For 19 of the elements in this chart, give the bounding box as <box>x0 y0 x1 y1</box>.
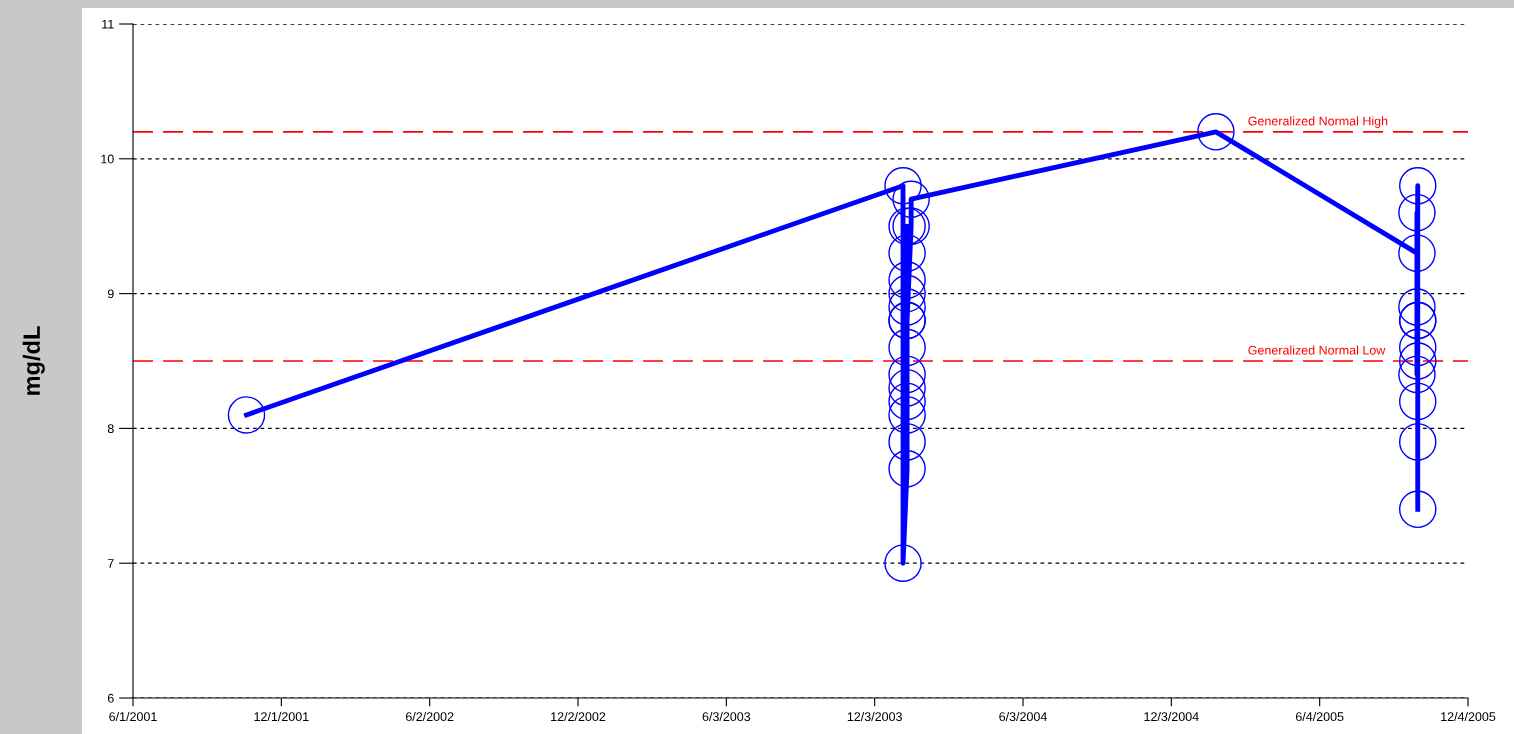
x-tick-label: 6/4/2005 <box>1295 711 1344 722</box>
y-axis-title: mg/dL <box>22 326 45 395</box>
y-tick-label: 7 <box>107 559 114 568</box>
x-tick-label: 6/1/2001 <box>109 711 157 722</box>
x-tick-label: 6/3/2004 <box>999 711 1047 722</box>
x-tick-label: 6/2/2002 <box>405 711 454 722</box>
x-tick-label: 12/1/2001 <box>254 711 309 722</box>
y-tick-label: 9 <box>107 289 114 299</box>
y-tick-label: 10 <box>101 154 114 164</box>
ref-line-label: Generalized Normal High <box>1248 116 1388 128</box>
x-tick-label: 12/3/2004 <box>1144 711 1199 722</box>
y-tick-label: 8 <box>107 424 114 434</box>
y-tick-label: 11 <box>102 19 114 29</box>
y-tick-label: 6 <box>107 693 114 703</box>
x-tick-label: 12/3/2003 <box>847 711 902 722</box>
x-tick-label: 6/3/2003 <box>702 711 751 722</box>
x-tick-label: 12/4/2005 <box>1441 711 1496 722</box>
x-tick-label: 12/2/2002 <box>551 711 606 722</box>
ref-line-label: Generalized Normal Low <box>1248 345 1386 355</box>
